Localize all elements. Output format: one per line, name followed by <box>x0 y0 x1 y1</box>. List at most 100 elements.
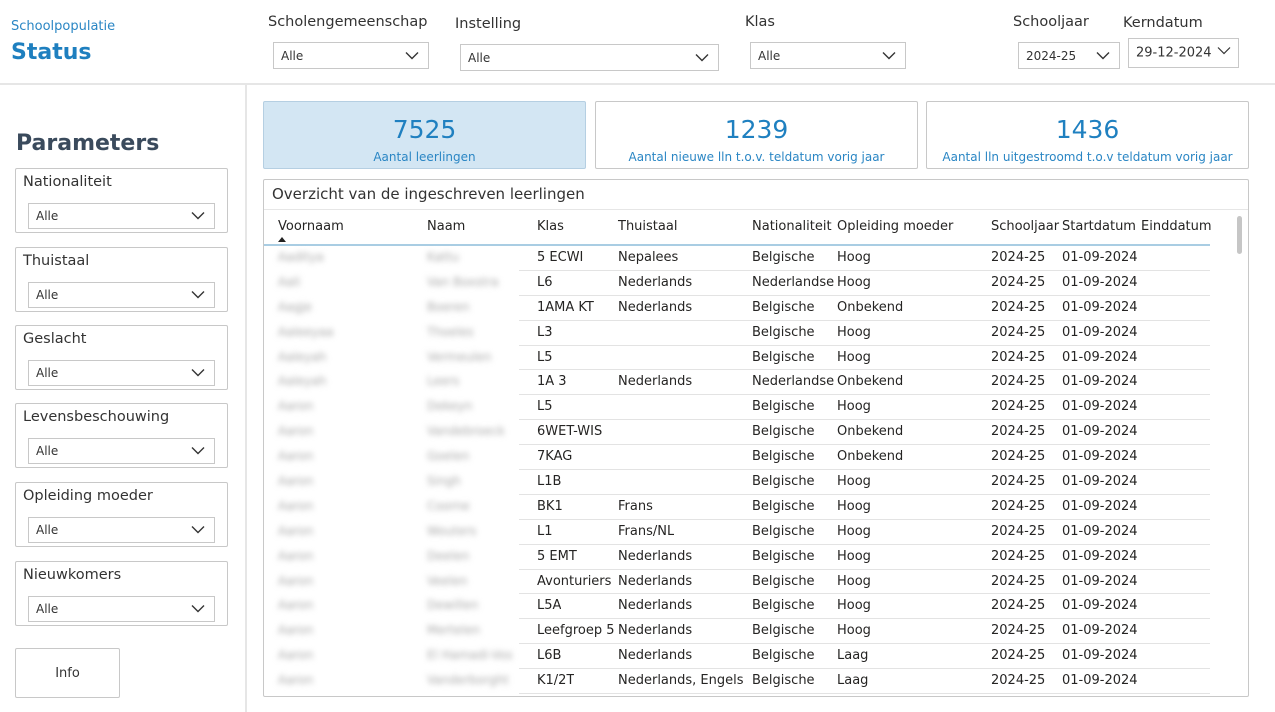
row-divider <box>519 593 1210 595</box>
klas-dropdown[interactable]: Alle <box>750 42 906 69</box>
table-row[interactable]: Aaron Deelen 5 EMT Nederlands Belgische Hoog 2… <box>264 545 1210 570</box>
cell-thuistaal: Nederlands <box>618 648 693 664</box>
filter-label: Klas <box>745 14 775 30</box>
param-nationaliteit: Nationaliteit Alle <box>15 168 228 233</box>
cell-voornaam: Aaron <box>278 474 314 489</box>
cell-klas: 1AMA KT <box>537 299 594 315</box>
chevron-down-icon <box>405 51 419 59</box>
column-header-schooljaar[interactable]: Schooljaar <box>991 219 1060 234</box>
cell-voornaam: Aaleyah <box>278 374 327 389</box>
cell-thuistaal: Nepalees <box>618 250 679 265</box>
thuistaal-dropdown[interactable]: Alle <box>28 282 215 308</box>
table-row[interactable]: Aaron Dekeyn L5 Belgische Hoog 2024-25 01-09-2… <box>264 395 1210 421</box>
table-row[interactable]: Aagje Boeren 1AMA KT Nederlands Belgische Onb… <box>264 296 1210 321</box>
param-nieuwkomers: Nieuwkomers Alle <box>15 561 228 626</box>
vertical-scrollbar[interactable] <box>1237 216 1242 254</box>
column-header-klas[interactable]: Klas <box>537 219 564 234</box>
cell-schooljaar: 2024-25 <box>991 449 1046 465</box>
table-row[interactable]: Aaleyah Leers 1A 3 Nederlands Nederlandse Onb… <box>264 370 1210 396</box>
row-divider <box>519 319 1210 321</box>
cell-naam: Thoeles <box>427 324 474 339</box>
row-divider <box>519 419 1210 421</box>
cell-klas: L5 <box>537 349 553 365</box>
table-row[interactable]: Aaleyah Vermeulen L5 Belgische Hoog 2024-25 01… <box>264 346 1210 371</box>
param-label: Nationaliteit <box>23 174 112 190</box>
info-button[interactable]: Info <box>15 648 120 698</box>
cell-thuistaal: Nederlands, Engels <box>618 673 744 689</box>
chevron-down-icon <box>695 53 709 61</box>
cell-schooljaar: 2024-25 <box>991 324 1046 340</box>
nieuwkomers-dropdown[interactable]: Alle <box>28 596 215 622</box>
column-header-nationaliteit[interactable]: Nationaliteit <box>752 219 832 234</box>
param-geslacht: Geslacht Alle <box>15 325 228 390</box>
column-header-voornaam[interactable]: Voornaam <box>278 219 344 234</box>
sidebar-divider <box>245 85 247 712</box>
cell-voornaam: Aaron <box>278 498 314 513</box>
table-row[interactable]: Aaron Vanderborght K1/2T Nederlands, Engels… <box>264 669 1210 695</box>
table-row[interactable]: Aaditya Kattu 5 ECWI Nepalees Belgische Hoog 2… <box>264 246 1210 271</box>
row-divider <box>519 269 1210 271</box>
table-row[interactable]: Aaron Veelen Avonturiers Nederlands Belgisch… <box>264 570 1210 595</box>
geslacht-dropdown[interactable]: Alle <box>28 360 215 386</box>
cell-klas: L1B <box>537 474 562 490</box>
scholengemeenschap-dropdown[interactable]: Alle <box>273 42 429 69</box>
kpi-label: Aantal lln uitgestroomd t.o.v teldatum v… <box>942 150 1233 164</box>
row-divider <box>519 444 1210 446</box>
cell-voornaam: Aaron <box>278 598 314 613</box>
nationaliteit-dropdown[interactable]: Alle <box>28 203 215 229</box>
kpi-card-nieuwe-leerlingen[interactable]: 1239 Aantal nieuwe lln t.o.v. teldatum v… <box>595 101 918 169</box>
dropdown-value: 2024-25 <box>1026 48 1077 63</box>
opleiding-moeder-dropdown[interactable]: Alle <box>28 517 215 543</box>
breadcrumb[interactable]: Schoolpopulatie <box>11 19 116 34</box>
table-row[interactable]: Aali Van Boxstra L6 Nederlands Nederlandse Ho… <box>264 271 1210 296</box>
table-row[interactable]: Aaron El Hamadi-Vos L6B Nederlands Belgische… <box>264 644 1210 670</box>
table-row[interactable]: Aaron Coorne BK1 Frans Belgische Hoog 2024-25 0… <box>264 495 1210 520</box>
cell-opleiding-moeder: Hoog <box>837 498 871 514</box>
cell-voornaam: Aaleyah <box>278 349 327 364</box>
row-divider <box>519 469 1210 471</box>
cell-startdatum: 01-09-2024 <box>1062 299 1138 315</box>
row-divider <box>519 543 1210 545</box>
cell-voornaam: Aaron <box>278 548 314 563</box>
cell-naam: Van Boxstra <box>427 274 499 289</box>
cell-opleiding-moeder: Onbekend <box>837 449 904 465</box>
cell-opleiding-moeder: Hoog <box>837 523 871 539</box>
kerndatum-datepicker[interactable]: 29-12-2024 <box>1128 38 1239 68</box>
table-row[interactable]: Aaron Mertelen Leefgroep 5 Nederlands Belgis… <box>264 619 1210 645</box>
table-row[interactable]: Aaron Vandebroeck 6WET-WIS Belgische Onbeken… <box>264 420 1210 446</box>
table-row[interactable]: Aaron Goelen 7KAG Belgische Onbekend 2024-25 0… <box>264 445 1210 471</box>
kpi-card-uitgestroomd[interactable]: 1436 Aantal lln uitgestroomd t.o.v telda… <box>926 101 1249 169</box>
cell-opleiding-moeder: Hoog <box>837 598 871 614</box>
cell-nationaliteit: Belgische <box>752 250 815 265</box>
filter-label: Schooljaar <box>1013 14 1089 30</box>
cell-schooljaar: 2024-25 <box>991 424 1046 440</box>
chevron-down-icon <box>1217 46 1231 55</box>
cell-voornaam: Aaron <box>278 449 314 464</box>
levensbeschouwing-dropdown[interactable]: Alle <box>28 438 215 464</box>
instelling-dropdown[interactable]: Alle <box>460 44 719 71</box>
kpi-card-aantal-leerlingen[interactable]: 7525 Aantal leerlingen <box>263 101 586 169</box>
cell-klas: 5 ECWI <box>537 250 584 265</box>
schooljaar-dropdown[interactable]: 2024-25 <box>1018 42 1120 69</box>
filter-label: Scholengemeenschap <box>268 14 428 30</box>
dropdown-value: Alle <box>36 523 59 537</box>
column-header-thuistaal[interactable]: Thuistaal <box>618 219 678 234</box>
cell-naam: Boeren <box>427 299 470 314</box>
cell-opleiding-moeder: Hoog <box>837 573 871 589</box>
cell-naam: Singh <box>427 474 461 489</box>
cell-schooljaar: 2024-25 <box>991 548 1046 564</box>
table-row[interactable]: Aaron Wouters L1 Frans/NL Belgische Hoog 2024-… <box>264 520 1210 545</box>
dropdown-value: Alle <box>281 48 304 63</box>
column-header-naam[interactable]: Naam <box>427 219 466 234</box>
column-header-einddatum[interactable]: Einddatum <box>1141 219 1212 234</box>
table-row[interactable]: Aaron Singh L1B Belgische Hoog 2024-25 01-09-2… <box>264 470 1210 495</box>
table-row[interactable]: Aaleeyaa Thoeles L3 Belgische Hoog 2024-25 01-… <box>264 321 1210 346</box>
cell-startdatum: 01-09-2024 <box>1062 523 1138 539</box>
table-row[interactable]: Aaron Dewillen L5A Nederlands Belgische Hoog 2… <box>264 594 1210 620</box>
row-divider <box>519 668 1210 670</box>
cell-nationaliteit: Belgische <box>752 673 815 689</box>
column-header-opleiding-moeder[interactable]: Opleiding moeder <box>837 219 954 234</box>
row-divider <box>519 394 1210 396</box>
cell-voornaam: Aaron <box>278 424 314 439</box>
column-header-startdatum[interactable]: Startdatum <box>1062 219 1136 234</box>
